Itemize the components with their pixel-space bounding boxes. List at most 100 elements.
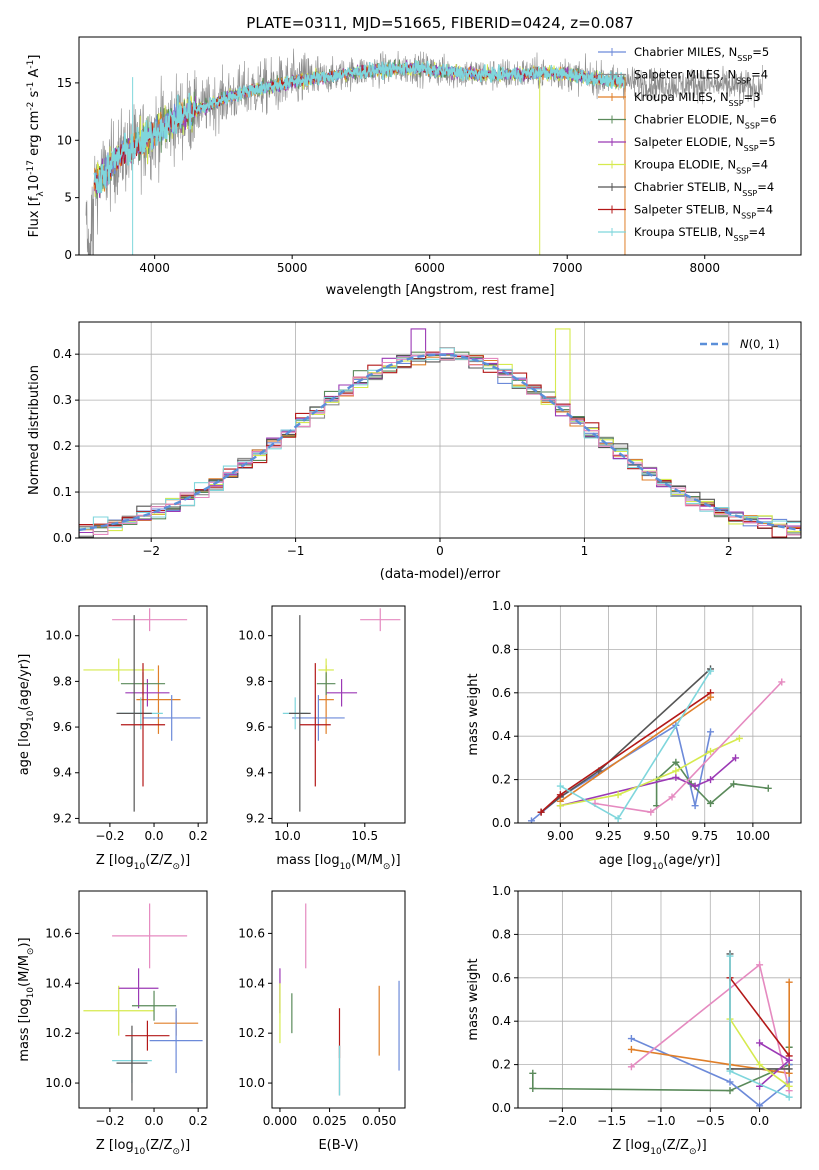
x-tick-label: 8000	[689, 261, 720, 275]
point-marker	[778, 678, 786, 686]
y-tick-label: 0.8	[492, 927, 511, 941]
x-tick-label: −1.0	[646, 1114, 675, 1128]
point-marker	[785, 1082, 793, 1090]
point-marker	[707, 728, 715, 736]
x-axis-label: age [log10(age/yr)]	[599, 853, 721, 872]
y-tick-label: 9.2	[246, 811, 265, 825]
y-tick-label: 0.0	[492, 1101, 511, 1115]
point-marker	[707, 799, 715, 807]
point-marker	[672, 767, 680, 775]
x-axis-label: E(B-V)	[318, 1138, 358, 1153]
point-marker	[735, 734, 743, 742]
x-tick-label: 9.25	[595, 829, 622, 843]
x-tick-label: 4000	[139, 261, 170, 275]
legend-entry: Kroupa ELODIE, NSSP=4	[634, 158, 768, 176]
y-tick-label: 10.0	[45, 629, 72, 643]
point-marker	[707, 747, 715, 755]
x-tick-label: 2	[725, 544, 733, 558]
x-axis-label: Z [log10(Z/Z⊙)]	[612, 1138, 706, 1157]
y-axis-label: age [log10(age/yr)]	[17, 654, 36, 776]
x-tick-label: 9.50	[643, 829, 670, 843]
chart-title: PLATE=0311, MJD=51665, FIBERID=0424, z=0…	[246, 14, 633, 32]
panel-mass_vs_EBV: 0.000 0.025 0.050 10.0 10.2 10.4 10.6 E(B-V)	[238, 890, 406, 1153]
axes-frame	[78, 321, 802, 539]
model-spectrum-line	[93, 60, 626, 194]
y-tick-label: 10.2	[45, 1026, 72, 1040]
point-marker	[726, 1078, 734, 1086]
axes-frame	[517, 605, 802, 824]
plot-area	[282, 608, 401, 812]
legend-entry: Salpeter MILES, NSSP=4	[634, 68, 768, 86]
axes-frame	[517, 890, 802, 1109]
mass-weight-line	[560, 670, 712, 820]
point-marker	[707, 776, 715, 784]
x-tick-label: 5000	[277, 261, 308, 275]
point-marker	[726, 1067, 734, 1075]
point-marker	[627, 1063, 635, 1071]
legend-entry: N(0, 1)	[740, 337, 780, 351]
x-axis-label: Z [log10(Z/Z⊙)]	[96, 853, 190, 872]
y-tick-label: 9.8	[246, 674, 265, 688]
gaussian-curve	[79, 353, 801, 532]
y-tick-label: 9.4	[246, 766, 265, 780]
point-marker	[672, 758, 680, 766]
mass-weight-line	[559, 696, 711, 802]
point-marker	[756, 1061, 764, 1069]
y-axis-label: Normed distribution	[27, 365, 42, 495]
y-tick-label: 9.2	[53, 811, 72, 825]
point-marker	[756, 1102, 764, 1108]
y-tick-label: 0.2	[53, 439, 72, 453]
legend-entry: Chabrier STELIB, NSSP=4	[634, 180, 774, 198]
y-tick-label: 10.4	[45, 976, 72, 990]
x-tick-label: 0.0	[750, 1114, 769, 1128]
y-tick-label: 9.8	[53, 674, 72, 688]
y-tick-label: 10.2	[238, 1026, 265, 1040]
point-marker	[556, 782, 564, 790]
y-tick-label: 0.4	[492, 1014, 511, 1028]
y-tick-label: 0.2	[492, 1058, 511, 1072]
mass-weight-line	[540, 668, 712, 813]
point-marker	[764, 784, 772, 792]
x-tick-label: −0.2	[95, 829, 124, 843]
point-marker	[529, 1069, 537, 1077]
plot-area	[83, 608, 201, 812]
axes-frame	[271, 890, 406, 1109]
point-marker	[529, 1084, 537, 1092]
point-marker	[756, 1039, 764, 1047]
legend-entry: Salpeter STELIB, NSSP=4	[634, 203, 773, 221]
y-tick-label: 0.3	[53, 393, 72, 407]
panel-spectrum: 4000 5000 6000 7000 8000 0 5 10 15 PLATE=0311, MJ…	[26, 14, 802, 298]
point-marker	[707, 693, 715, 701]
point-marker	[730, 780, 738, 788]
x-tick-label: 9.75	[691, 829, 718, 843]
point-marker	[691, 782, 699, 790]
axes-frame	[78, 890, 208, 1109]
x-tick-label: 10.00	[736, 829, 770, 843]
y-tick-label: 10	[57, 133, 72, 147]
mass-weight-line	[729, 977, 790, 1057]
plot-area	[85, 48, 763, 255]
y-tick-label: 0.1	[53, 485, 72, 499]
mass-weight-line	[655, 761, 769, 806]
x-tick-label: 9.00	[547, 829, 574, 843]
y-tick-label: 0	[64, 248, 72, 262]
axes-frame	[271, 605, 406, 824]
point-marker	[785, 978, 793, 986]
y-tick-label: 9.6	[246, 720, 265, 734]
panel-age_vs_Z: −0.2 0.0 0.2 9.2 9.4 9.6 9.8 10.0 Z [log10(Z/Z⊙)…	[17, 605, 208, 872]
legend-entry: Chabrier ELODIE, NSSP=6	[634, 113, 777, 131]
x-tick-label: 0.0	[144, 829, 163, 843]
x-tick-label: 0	[436, 544, 444, 558]
y-tick-label: 5	[64, 191, 72, 205]
y-tick-label: 15	[57, 76, 72, 90]
point-marker	[614, 815, 622, 823]
y-tick-label: 0.0	[492, 816, 511, 830]
y-axis-label: mass weight	[466, 673, 481, 755]
x-axis-label: Z [log10(Z/Z⊙)]	[96, 1138, 190, 1157]
plot-area	[518, 606, 801, 823]
point-marker	[668, 793, 676, 801]
point-marker	[785, 1093, 793, 1101]
y-tick-label: 9.6	[53, 720, 72, 734]
x-tick-label: −1	[287, 544, 305, 558]
panel-age_vs_mass: 10.0 10.5 9.2 9.4 9.6 9.8 10.0 mass [log10(M/M⊙…	[238, 605, 406, 872]
